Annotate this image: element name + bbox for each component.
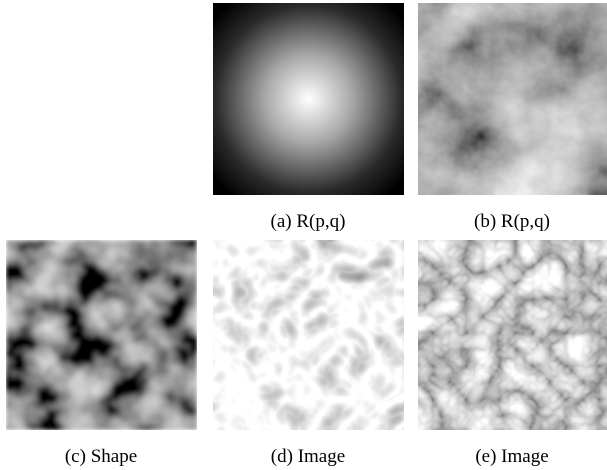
caption: (d) Image <box>271 446 345 467</box>
figure: (a) R(p,q) (b) R(p,q) (c) Shape (d) Imag… <box>0 0 607 470</box>
caption: (e) Image <box>475 446 548 467</box>
panel-b-image <box>418 3 607 195</box>
caption: (b) R(p,q) <box>474 211 550 232</box>
caption: (c) Shape <box>65 446 137 467</box>
panel-e-image <box>418 240 607 430</box>
panel-c-image <box>6 240 197 430</box>
panel-a-image <box>213 3 404 195</box>
panel-d-image <box>213 240 404 430</box>
caption: (a) R(p,q) <box>271 211 346 232</box>
